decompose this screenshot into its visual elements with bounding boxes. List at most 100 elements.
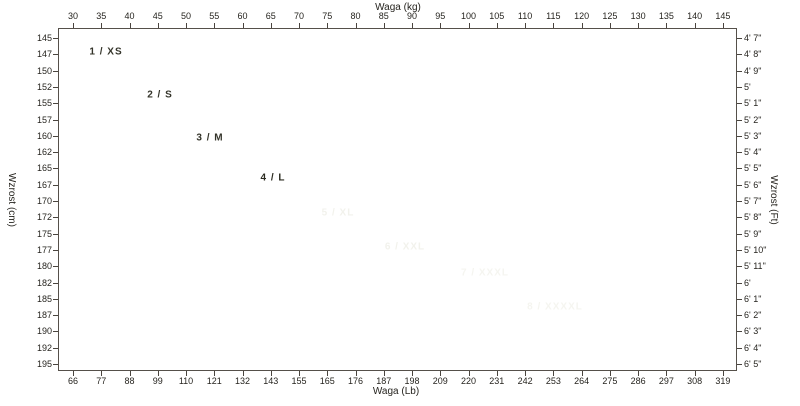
size-label-xxxl: 7 / XXXL <box>460 267 510 279</box>
tick-mark-right <box>737 315 742 317</box>
tick-label-lb: 319 <box>715 376 731 386</box>
tick-label-lb: 275 <box>602 376 618 386</box>
tick-label-cm: 185 <box>36 293 52 304</box>
tick-mark-top <box>581 23 583 28</box>
tick-mark-right <box>737 184 742 186</box>
tick-label-lb: 253 <box>545 376 561 386</box>
tick-label-kg: 55 <box>209 11 220 21</box>
tick-label-lb: 99 <box>152 376 163 386</box>
tick-label-cm: 170 <box>36 196 52 206</box>
tick-mark-left <box>53 70 58 72</box>
tick-label-kg: 70 <box>294 11 305 21</box>
tick-label-ft: 6' 1" <box>744 293 762 304</box>
tick-label-cm: 195 <box>36 359 52 369</box>
tick-mark-right <box>737 331 742 333</box>
tick-mark-bottom <box>722 371 724 376</box>
tick-mark-top <box>722 23 724 28</box>
tick-mark-left <box>53 347 58 349</box>
tick-mark-bottom <box>299 371 301 376</box>
tick-label-cm: 182 <box>36 277 52 288</box>
tick-label-kg: 130 <box>630 11 646 21</box>
tick-mark-bottom <box>73 371 74 376</box>
size-label-xxl: 6 / XXL <box>384 241 426 253</box>
tick-mark-top <box>525 23 527 28</box>
tick-label-cm: 165 <box>36 163 52 174</box>
tick-mark-bottom <box>101 371 103 376</box>
tick-mark-bottom <box>129 371 131 376</box>
tick-mark-top <box>157 23 159 28</box>
tick-mark-right <box>737 364 742 365</box>
tick-mark-left <box>53 168 58 170</box>
tick-mark-bottom <box>638 371 640 376</box>
tick-mark-top <box>609 23 611 28</box>
tick-label-kg: 140 <box>687 11 703 21</box>
tick-label-cm: 192 <box>36 342 52 353</box>
tick-label-kg: 115 <box>546 11 561 21</box>
tick-mark-left <box>53 249 58 251</box>
tick-mark-right <box>737 70 742 72</box>
tick-label-kg: 45 <box>152 11 163 21</box>
tick-label-cm: 180 <box>36 261 52 272</box>
tick-mark-right <box>737 135 742 137</box>
tick-label-kg: 60 <box>237 11 248 21</box>
tick-label-ft: 5' 8" <box>744 212 762 223</box>
tick-label-cm: 167 <box>36 179 52 190</box>
tick-label-cm: 162 <box>36 147 52 158</box>
tick-mark-left <box>53 315 58 317</box>
tick-mark-bottom <box>609 371 611 376</box>
tick-label-ft: 6' <box>744 277 751 288</box>
tick-label-cm: 152 <box>36 81 52 92</box>
tick-label-ft: 4' 9" <box>744 65 762 76</box>
size-label-s: 2 / S <box>147 89 173 101</box>
tick-label-cm: 175 <box>36 228 52 239</box>
tick-mark-bottom <box>694 371 696 376</box>
tick-mark-left <box>53 135 58 137</box>
tick-label-lb: 88 <box>124 376 135 386</box>
tick-label-cm: 145 <box>36 33 52 43</box>
tick-label-kg: 100 <box>461 11 477 21</box>
tick-mark-top <box>468 23 470 28</box>
tick-label-kg: 145 <box>715 11 731 21</box>
tick-label-kg: 40 <box>124 11 135 21</box>
tick-mark-top <box>496 23 498 28</box>
tick-mark-left <box>53 119 58 121</box>
tick-mark-right <box>737 152 742 154</box>
tick-label-ft: 5' <box>744 81 751 92</box>
tick-label-cm: 190 <box>36 326 52 337</box>
size-label-xxxxl: 8 / XXXXL <box>527 301 583 313</box>
tick-mark-top <box>412 23 414 28</box>
tick-label-ft: 5' 5" <box>744 163 762 174</box>
tick-mark-left <box>53 266 58 268</box>
tick-mark-left <box>53 298 58 300</box>
tick-label-ft: 5' 7" <box>744 196 762 206</box>
tick-label-kg: 90 <box>407 11 418 21</box>
tick-label-kg: 135 <box>658 11 674 21</box>
tick-mark-top <box>355 23 357 28</box>
tick-mark-right <box>737 201 742 202</box>
tick-label-kg: 30 <box>67 11 79 21</box>
tick-label-kg: 125 <box>602 11 618 21</box>
tick-label-cm: 160 <box>36 130 52 141</box>
tick-mark-right <box>737 217 742 219</box>
tick-mark-bottom <box>553 371 555 376</box>
tick-label-lb: 297 <box>658 376 674 386</box>
tick-label-ft: 5' 11" <box>744 261 766 272</box>
tick-mark-left <box>53 103 58 105</box>
tick-mark-right <box>737 347 742 349</box>
tick-label-lb: 110 <box>178 376 194 386</box>
tick-mark-bottom <box>440 371 442 376</box>
tick-label-lb: 308 <box>687 376 703 386</box>
tick-label-kg: 35 <box>96 11 107 21</box>
tick-mark-left <box>53 233 58 235</box>
tick-label-ft: 6' 2" <box>744 310 762 321</box>
y-axis-title-right: Wzrost (Ft) <box>768 175 779 225</box>
tick-label-lb: 66 <box>67 376 79 386</box>
tick-label-cm: 187 <box>36 310 52 321</box>
tick-label-lb: 121 <box>206 376 222 386</box>
tick-label-lb: 209 <box>432 376 448 386</box>
tick-label-lb: 187 <box>376 376 392 386</box>
tick-label-kg: 80 <box>350 11 361 21</box>
size-label-xl: 5 / XL <box>321 207 355 219</box>
size-label-m: 3 / M <box>196 132 224 144</box>
